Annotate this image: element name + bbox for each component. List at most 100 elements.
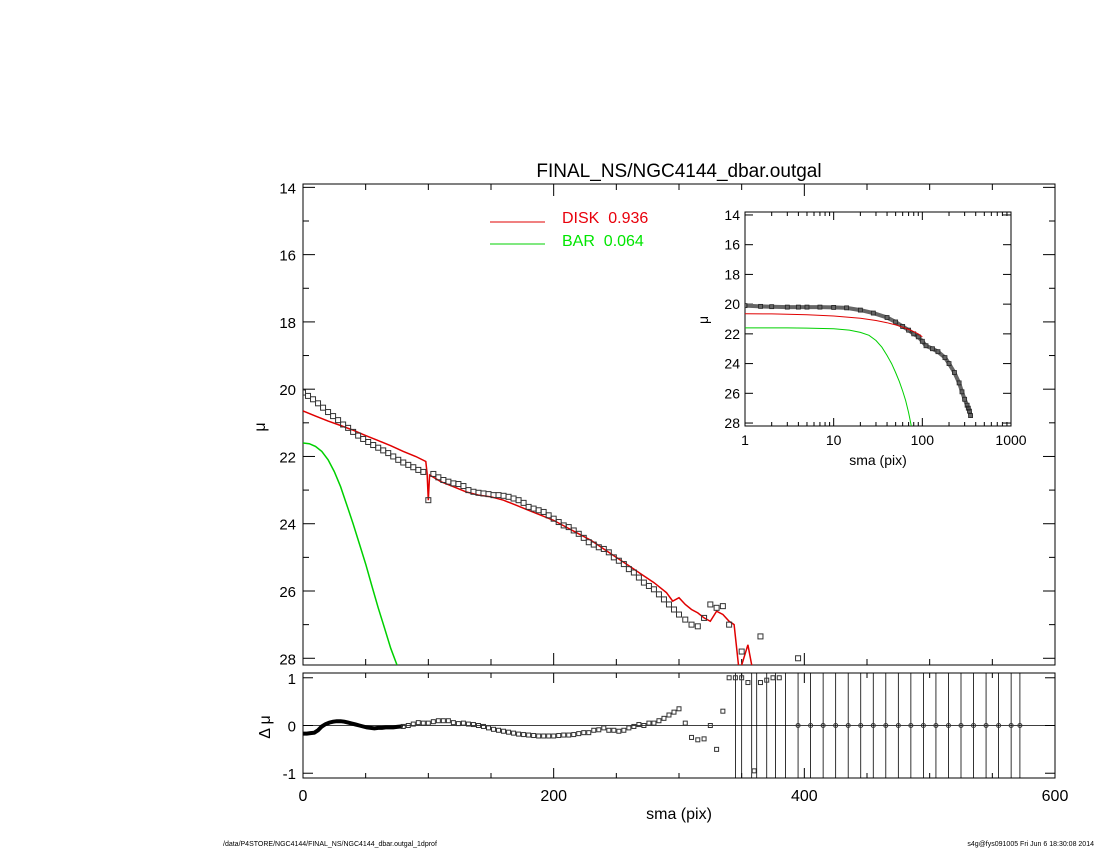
residual-x-axis-label: sma (pix) xyxy=(646,806,712,823)
residual-data-point xyxy=(577,732,581,736)
inset-y-tick-label: 28 xyxy=(724,415,740,431)
inset-x-tick-label: 1 xyxy=(741,432,749,448)
residual-data-point xyxy=(557,734,561,738)
main-y-tick-label: 22 xyxy=(279,449,296,466)
residual-data-point xyxy=(421,721,425,725)
main-data-point xyxy=(671,607,676,612)
main-data-point xyxy=(526,504,531,509)
inset-y-tick-label: 24 xyxy=(724,356,740,372)
residual-data-point xyxy=(451,721,455,725)
residual-data-point xyxy=(461,721,465,725)
main-data-point xyxy=(316,401,321,406)
residual-data-point xyxy=(627,726,631,730)
main-data-point xyxy=(695,624,700,629)
main-data-point xyxy=(401,460,406,465)
residual-data-point xyxy=(672,710,676,714)
legend-bar-label: BAR 0.064 xyxy=(562,233,644,250)
residual-data-series xyxy=(303,673,1055,778)
residual-data-point xyxy=(456,722,460,726)
residual-data-point xyxy=(547,734,551,738)
residual-data-point xyxy=(702,737,706,741)
main-data-point xyxy=(391,454,396,459)
residual-data-point xyxy=(436,719,440,723)
inset-y-tick-label: 20 xyxy=(724,296,740,312)
residual-x-tick-label: 400 xyxy=(791,788,818,805)
chart-title: FINAL_NS/NGC4144_dbar.outgal xyxy=(536,161,821,182)
main-data-point xyxy=(451,481,456,486)
residual-data-point xyxy=(587,731,591,735)
residual-data-point xyxy=(512,731,516,735)
residual-data-point xyxy=(662,716,666,720)
residual-inner-curve xyxy=(303,721,401,733)
inset-x-axis-label: sma (pix) xyxy=(849,452,907,468)
residual-x-tick-label: 600 xyxy=(1042,788,1069,805)
residual-data-point xyxy=(517,732,521,736)
main-line-disk xyxy=(303,411,752,672)
main-series-group xyxy=(301,390,801,672)
inset-y-tick-label: 16 xyxy=(724,237,740,253)
main-data-point xyxy=(416,467,421,472)
residual-y-axis-label: Δ μ xyxy=(257,715,274,738)
main-y-tick-label: 18 xyxy=(279,315,296,332)
residual-data-point xyxy=(441,719,445,723)
inset-y-tick-label: 14 xyxy=(724,207,740,223)
residual-data-point xyxy=(721,709,725,713)
main-line-bar xyxy=(303,443,397,665)
main-data-point xyxy=(666,602,671,607)
inset-y-axis-label: μ xyxy=(695,316,711,324)
residual-data-point xyxy=(532,734,536,738)
main-data-point xyxy=(326,410,331,415)
main-data-point xyxy=(361,436,366,441)
residual-data-point xyxy=(562,733,566,737)
residual-data-point xyxy=(537,734,541,738)
main-data-point xyxy=(739,649,744,654)
main-y-tick-label: 16 xyxy=(279,248,296,265)
main-data-point xyxy=(396,457,401,462)
residual-data-point xyxy=(657,719,661,723)
residual-data-point xyxy=(696,738,700,742)
main-data-point xyxy=(714,605,719,610)
inset-log-plot: μ sma (pix) 14161820222426281 10 100 1000 xyxy=(695,207,1027,468)
main-data-point xyxy=(376,445,381,450)
residual-data-point xyxy=(542,734,546,738)
main-data-series xyxy=(301,390,801,672)
main-y-tick-label: 20 xyxy=(279,382,296,399)
residual-data-point xyxy=(746,681,750,685)
footer-file-path: /data/P4STORE/NGC4144/FINAL_NS/NGC4144_d… xyxy=(223,840,437,849)
main-data-point xyxy=(677,612,682,617)
main-data-point xyxy=(661,597,666,602)
main-data-point xyxy=(646,583,651,588)
main-data-point xyxy=(456,482,461,487)
residual-y-tick-label: -1 xyxy=(283,766,296,783)
main-data-point xyxy=(689,622,694,627)
residual-data-point xyxy=(497,728,501,732)
main-y-tick-label: 14 xyxy=(279,180,296,197)
residual-x-tick-label: 0 xyxy=(299,788,308,805)
main-data-point xyxy=(461,484,466,489)
main-data-point xyxy=(371,443,376,448)
residual-data-point xyxy=(552,734,556,738)
main-data-point xyxy=(521,500,526,505)
residual-data-point xyxy=(752,769,756,773)
residual-data-point xyxy=(481,724,485,728)
residual-data-point xyxy=(592,728,596,732)
inset-x-tick-label: 1000 xyxy=(995,432,1026,448)
residual-data-point xyxy=(602,726,606,730)
main-data-point xyxy=(708,602,713,607)
main-data-point xyxy=(758,634,763,639)
main-y-axis-label: μ xyxy=(252,422,269,431)
residual-data-point xyxy=(507,730,511,734)
main-data-point xyxy=(331,414,336,419)
residual-data-point xyxy=(486,726,490,730)
main-data-point xyxy=(366,439,371,444)
main-data-point xyxy=(516,498,521,503)
main-data-point xyxy=(636,575,641,580)
residual-data-point xyxy=(727,676,731,680)
main-data-point xyxy=(656,592,661,597)
residual-x-tick-label: 200 xyxy=(540,788,567,805)
main-y-tick-label: 28 xyxy=(279,651,296,668)
main-data-point xyxy=(641,580,646,585)
residual-data-point xyxy=(758,681,762,685)
residual-data-point xyxy=(522,733,526,737)
